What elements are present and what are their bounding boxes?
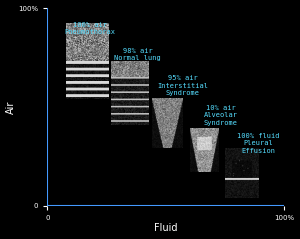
X-axis label: Fluid: Fluid: [154, 223, 178, 234]
Text: 100% air
Pneumothorax: 100% air Pneumothorax: [64, 22, 116, 35]
Y-axis label: Air: Air: [6, 100, 16, 114]
Text: 98% air
Normal lung: 98% air Normal lung: [114, 48, 161, 61]
Text: 10% air
Alveolar
Syndrome: 10% air Alveolar Syndrome: [203, 105, 237, 126]
Text: 100% fluid
Pleural
Effusion: 100% fluid Pleural Effusion: [237, 133, 280, 153]
Text: 95% air
Interstitial
Syndrome: 95% air Interstitial Syndrome: [157, 75, 208, 96]
